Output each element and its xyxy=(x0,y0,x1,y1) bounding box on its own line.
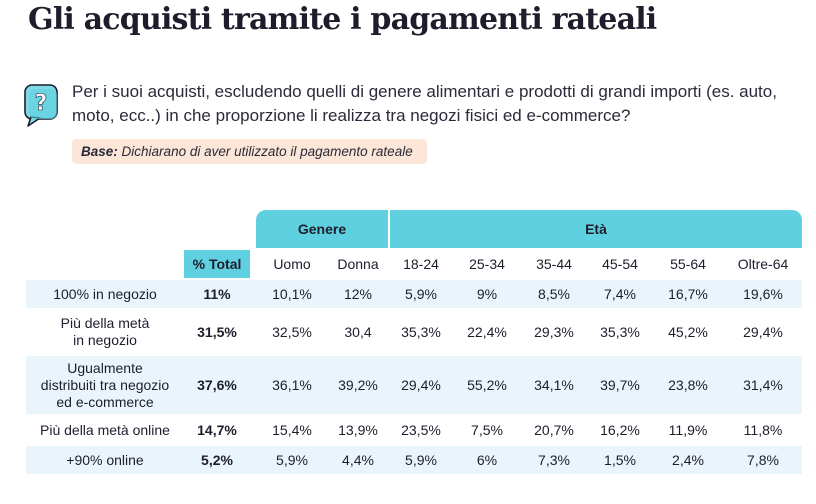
cell-uomo: 15,4% xyxy=(272,421,312,438)
group-genere: Genere xyxy=(256,210,388,248)
svg-text:?: ? xyxy=(35,91,48,116)
cell-55-64: 11,9% xyxy=(668,421,708,438)
base-text: Dichiarano di aver utilizzato il pagamen… xyxy=(121,144,413,159)
col-donna: Donna xyxy=(337,255,379,272)
cell-25-34: 22,4% xyxy=(467,323,507,340)
speech-bubble-question-icon: ? xyxy=(24,84,58,127)
cell-35-44: 7,3% xyxy=(538,451,570,468)
table-row: 100% in negozio 11% 10,1% 12% 5,9% 9% 8,… xyxy=(26,280,802,308)
cell-55-64: 16,7% xyxy=(668,285,708,302)
row-label: Più della metà online xyxy=(26,416,184,444)
cell-45-54: 1,5% xyxy=(604,451,636,468)
row-label: Più della metà in negozio xyxy=(26,310,184,354)
cell-oltre-64: 11,8% xyxy=(743,421,783,438)
cell-18-24: 23,5% xyxy=(401,421,441,438)
col-45-54: 45-54 xyxy=(602,255,638,272)
cell-oltre-64: 29,4% xyxy=(743,323,783,340)
cell-oltre-64: 19,6% xyxy=(743,285,783,302)
cell-uomo: 10,1% xyxy=(272,285,312,302)
row-label: 100% in negozio xyxy=(26,280,184,308)
cell-45-54: 7,4% xyxy=(604,285,636,302)
cell-45-54: 16,2% xyxy=(600,421,640,438)
cell-total: 31,5% xyxy=(197,323,237,340)
base-label: Base: xyxy=(81,144,118,159)
cell-uomo: 5,9% xyxy=(276,451,308,468)
cell-35-44: 29,3% xyxy=(534,323,574,340)
cell-18-24: 5,9% xyxy=(405,285,437,302)
cell-oltre-64: 7,8% xyxy=(747,451,779,468)
row-label-line: in negozio xyxy=(73,332,137,348)
cell-uomo: 32,5% xyxy=(272,323,312,340)
cell-oltre-64: 31,4% xyxy=(743,376,783,393)
cell-donna: 39,2% xyxy=(338,376,378,393)
row-label-line: ed e-commerce xyxy=(56,393,154,410)
column-header-row: % Total Uomo Donna 18-24 25-34 35-44 45-… xyxy=(26,250,802,278)
table-row: Ugualmente distribuiti tra negozio ed e-… xyxy=(26,356,802,414)
cell-45-54: 39,7% xyxy=(600,376,640,393)
base-note: Base: Dichiarano di aver utilizzato il p… xyxy=(72,139,427,164)
cell-18-24: 29,4% xyxy=(401,376,441,393)
row-label: Ugualmente distribuiti tra negozio ed e-… xyxy=(26,356,184,414)
row-label: +90% online xyxy=(26,446,184,474)
cell-uomo: 36,1% xyxy=(272,376,312,393)
cell-45-54: 35,3% xyxy=(600,323,640,340)
cell-55-64: 23,8% xyxy=(668,376,708,393)
table-row: Più della metà online 14,7% 15,4% 13,9% … xyxy=(26,416,802,444)
cell-25-34: 55,2% xyxy=(467,376,507,393)
table-row: +90% online 5,2% 5,9% 4,4% 5,9% 6% 7,3% … xyxy=(26,446,802,474)
survey-question: Per i suoi acquisti, escludendo quelli d… xyxy=(72,82,777,125)
group-eta: Età xyxy=(388,210,802,248)
col-55-64: 55-64 xyxy=(670,255,706,272)
table-row: Più della metà in negozio 31,5% 32,5% 30… xyxy=(26,310,802,354)
cell-35-44: 34,1% xyxy=(534,376,574,393)
cell-25-34: 7,5% xyxy=(471,421,503,438)
cell-donna: 13,9% xyxy=(338,421,378,438)
cell-donna: 30,4 xyxy=(344,323,372,340)
row-label-line: 100% in negozio xyxy=(53,285,157,302)
col-uomo: Uomo xyxy=(273,255,311,272)
col-18-24: 18-24 xyxy=(403,255,439,272)
row-label-line: Più della metà xyxy=(60,315,150,331)
cell-25-34: 6% xyxy=(476,451,498,468)
cell-25-34: 9% xyxy=(476,285,498,302)
row-label-line: Più della metà online xyxy=(40,421,170,438)
page-title: Gli acquisti tramite i pagamenti rateali xyxy=(28,2,657,37)
cell-18-24: 35,3% xyxy=(401,323,441,340)
row-label-line: distribuiti tra negozio xyxy=(40,376,170,393)
cell-35-44: 20,7% xyxy=(534,421,574,438)
cell-total: 14,7% xyxy=(197,421,237,438)
cell-donna: 12% xyxy=(343,285,373,302)
group-header-row: Genere Età xyxy=(26,210,802,248)
cell-total: 5,2% xyxy=(201,451,233,468)
col-35-44: 35-44 xyxy=(536,255,572,272)
col-total: % Total xyxy=(184,250,250,278)
cell-total: 11% xyxy=(203,285,231,302)
cell-donna: 4,4% xyxy=(342,451,374,468)
cell-55-64: 2,4% xyxy=(672,451,704,468)
row-label-line: +90% online xyxy=(66,451,144,468)
cell-18-24: 5,9% xyxy=(405,451,437,468)
col-oltre-64: Oltre-64 xyxy=(737,255,789,272)
cell-55-64: 45,2% xyxy=(668,323,708,340)
cell-total: 37,6% xyxy=(197,376,237,393)
cell-35-44: 8,5% xyxy=(538,285,570,302)
col-25-34: 25-34 xyxy=(469,255,505,272)
row-label-line: Ugualmente xyxy=(67,359,143,376)
